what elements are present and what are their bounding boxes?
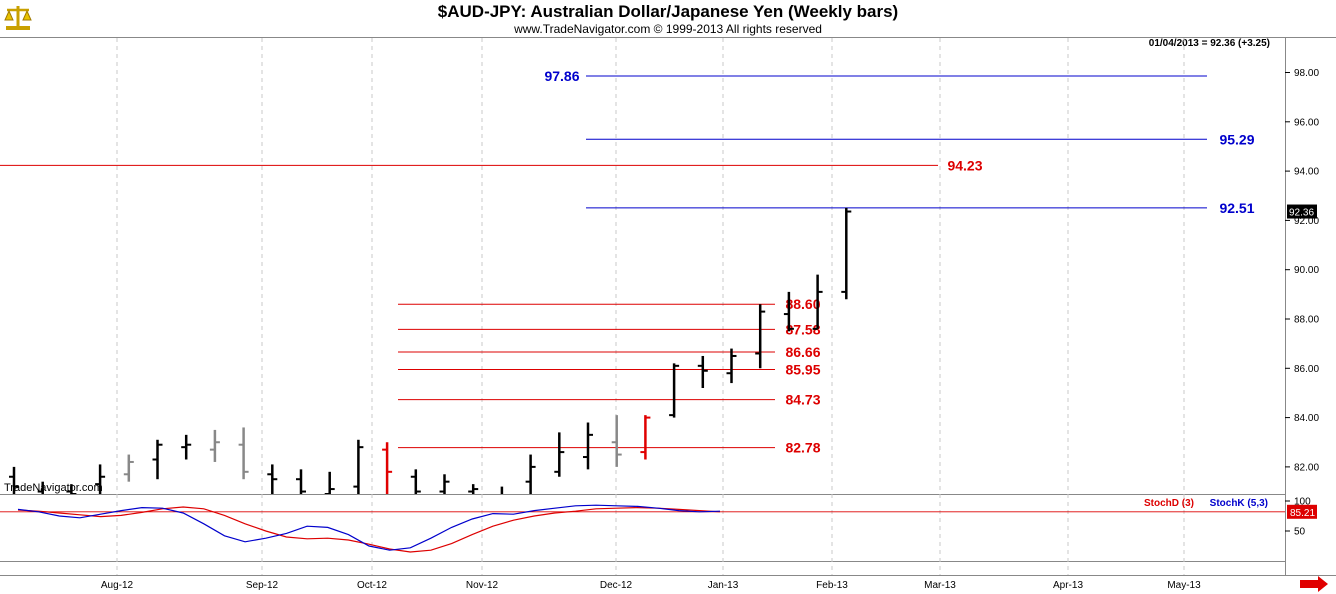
ohlc-bar bbox=[500, 486, 504, 494]
last-price-label: 92.36 bbox=[1289, 208, 1314, 219]
ohlc-bar bbox=[123, 454, 134, 482]
stoch-last-label: 85.21 bbox=[1290, 508, 1315, 519]
ohlc-bar bbox=[841, 207, 852, 300]
x-tick-label: Jan-13 bbox=[708, 580, 739, 591]
stoch-y-tick-label: 100 bbox=[1294, 497, 1311, 508]
level-label: 85.95 bbox=[785, 362, 820, 378]
x-tick-label: Feb-13 bbox=[816, 580, 848, 591]
ohlc-bar bbox=[382, 442, 393, 494]
ohlc-bar bbox=[525, 454, 536, 494]
ohlc-bar bbox=[583, 422, 593, 470]
ohlc-bar bbox=[669, 363, 680, 418]
ohlc-bar bbox=[152, 439, 163, 480]
level-label: 82.78 bbox=[785, 440, 820, 456]
ohlc-bar bbox=[353, 439, 364, 494]
y-tick-label: 82.00 bbox=[1294, 462, 1319, 473]
ohlc-bar bbox=[697, 355, 708, 389]
ohlc-bar bbox=[95, 464, 106, 494]
ohlc-bar bbox=[640, 415, 651, 460]
time-axis: Aug-12 Sep-12 Oct-12 Nov-12 Dec-12 Jan-13 Feb-… bbox=[101, 580, 1201, 591]
x-tick-label: May-13 bbox=[1167, 580, 1201, 591]
ohlc-bar bbox=[66, 484, 77, 494]
x-tick-label: Aug-12 bbox=[101, 580, 134, 591]
last-price-box bbox=[1287, 204, 1317, 219]
ohlc-bar bbox=[783, 291, 794, 332]
stochastic-panel: 100 50 StochD (3) StochK (5,3) 85.21 bbox=[0, 497, 1317, 553]
grid-lines bbox=[116, 38, 1185, 575]
ohlc-bar bbox=[9, 466, 19, 494]
stoch-y-tick-label: 50 bbox=[1294, 527, 1306, 538]
x-tick-label: Apr-13 bbox=[1053, 580, 1083, 591]
stoch-d-legend: StochD (3) bbox=[1144, 498, 1194, 509]
scroll-right-arrow-icon[interactable] bbox=[1300, 576, 1328, 592]
x-tick-label: Sep-12 bbox=[246, 580, 279, 591]
ohlc-bar bbox=[267, 464, 278, 494]
y-tick-label: 88.00 bbox=[1294, 314, 1319, 325]
stoch-last-box bbox=[1287, 504, 1317, 519]
ohlc-bar bbox=[238, 427, 249, 480]
chart-title: $AUD-JPY: Australian Dollar/Japanese Yen… bbox=[438, 2, 898, 21]
ohlc-bar bbox=[181, 434, 192, 460]
level-label: 86.66 bbox=[785, 344, 820, 360]
x-tick-label: Dec-12 bbox=[600, 580, 633, 591]
y-tick-label: 94.00 bbox=[1294, 167, 1319, 178]
ohlc-bar bbox=[812, 274, 823, 330]
level-label: 95.29 bbox=[1219, 131, 1254, 147]
level-label: 92.51 bbox=[1219, 200, 1254, 216]
x-tick-label: Mar-13 bbox=[924, 580, 956, 591]
y-tick-label: 84.00 bbox=[1294, 413, 1319, 424]
y-tick-label: 92.00 bbox=[1294, 216, 1319, 227]
ohlc-bar bbox=[468, 484, 479, 494]
level-label: 84.73 bbox=[785, 392, 820, 408]
level-label: 87.58 bbox=[785, 321, 820, 337]
y-tick-label: 90.00 bbox=[1294, 265, 1319, 276]
ohlc-bars bbox=[9, 207, 852, 494]
stoch-d-line bbox=[17, 506, 721, 553]
watermark: TradeNavigator.com bbox=[4, 482, 103, 494]
plot-frame bbox=[0, 37, 1336, 576]
ohlc-bar bbox=[611, 415, 622, 467]
ohlc-bar-group bbox=[9, 207, 852, 494]
ohlc-bar bbox=[755, 304, 766, 369]
scales-logo-icon bbox=[4, 6, 32, 30]
level-lines: 97.86 95.29 94.23 92.51 88.60 87.58 86.66 85.95… bbox=[0, 68, 1255, 456]
level-label: 97.86 bbox=[544, 68, 579, 84]
x-tick-label: Nov-12 bbox=[466, 580, 499, 591]
x-tick-label: Oct-12 bbox=[357, 580, 387, 591]
stoch-k-legend: StochK (5,3) bbox=[1210, 498, 1268, 509]
stoch-k-line bbox=[17, 504, 721, 551]
y-tick-label: 86.00 bbox=[1294, 364, 1319, 375]
price-axis: 82.00 84.00 86.00 88.00 90.00 92.00 94.00 96.00… bbox=[1285, 68, 1319, 473]
ohlc-bar bbox=[209, 429, 220, 462]
y-tick-label: 96.00 bbox=[1294, 117, 1319, 128]
ohlc-bar bbox=[726, 348, 737, 384]
ohlc-bar bbox=[554, 432, 565, 477]
price-readout: 01/04/2013 = 92.36 (+3.25) bbox=[1149, 38, 1270, 49]
chart-subtitle: www.TradeNavigator.com © 1999-2013 All r… bbox=[513, 22, 822, 36]
ohlc-bar bbox=[439, 474, 450, 494]
level-label: 88.60 bbox=[785, 296, 820, 312]
ohlc-bar bbox=[324, 471, 335, 494]
level-label: 94.23 bbox=[947, 157, 982, 173]
y-tick-label: 98.00 bbox=[1294, 68, 1319, 79]
ohlc-bar bbox=[37, 481, 44, 494]
ohlc-bar bbox=[296, 469, 306, 494]
ohlc-bar bbox=[410, 469, 421, 494]
